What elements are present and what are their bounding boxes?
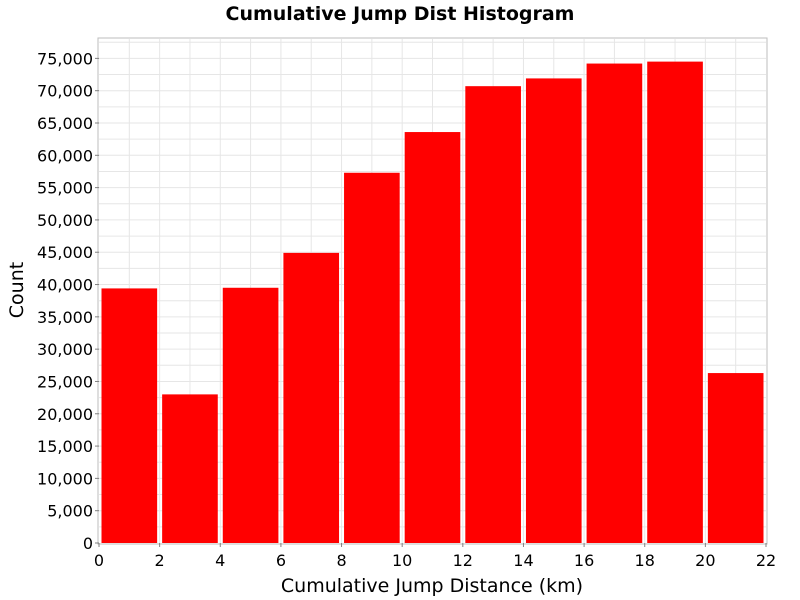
y-tick-label: 65,000: [37, 114, 93, 133]
y-tick-label: 40,000: [37, 276, 93, 295]
x-tick-label: 6: [276, 551, 286, 570]
y-tick-label: 60,000: [37, 146, 93, 165]
histogram-bar: [586, 63, 643, 544]
y-axis-ticks: 0 5,000 10,000 15,000 20,000 25,000 30,000 35,0…: [37, 49, 99, 553]
histogram-bar: [344, 172, 400, 543]
x-tick-label: 12: [453, 551, 473, 570]
y-tick-label: 45,000: [37, 243, 93, 262]
histogram-bar: [465, 86, 521, 544]
x-tick-label: 22: [756, 551, 776, 570]
histogram-bar: [222, 287, 279, 543]
histogram-bar: [162, 394, 218, 543]
y-tick-label: 35,000: [37, 308, 93, 327]
x-tick-label: 4: [215, 551, 225, 570]
x-tick-label: 16: [574, 551, 594, 570]
y-tick-label: 75,000: [37, 49, 93, 68]
x-tick-label: 2: [155, 551, 165, 570]
y-axis-label: Count: [6, 262, 28, 318]
y-tick-label: 30,000: [37, 340, 93, 359]
bars: [101, 61, 764, 544]
y-tick-label: 10,000: [37, 469, 93, 488]
x-tick-label: 18: [635, 551, 655, 570]
x-axis-ticks: 0 2 4 6 8 10 12 14 16 18 20 22: [94, 543, 776, 570]
y-tick-label: 55,000: [37, 179, 93, 198]
x-tick-label: 8: [336, 551, 346, 570]
x-tick-label: 20: [695, 551, 715, 570]
x-tick-label: 10: [392, 551, 412, 570]
y-tick-label: 20,000: [37, 405, 93, 424]
y-tick-label: 25,000: [37, 372, 93, 391]
y-tick-label: 5,000: [47, 502, 93, 521]
chart-title: Cumulative Jump Dist Histogram: [226, 3, 575, 25]
x-tick-label: 14: [513, 551, 533, 570]
x-axis-label: Cumulative Jump Distance (km): [281, 575, 583, 597]
y-tick-label: 15,000: [37, 437, 93, 456]
histogram-bar: [525, 78, 582, 544]
y-tick-label: 70,000: [37, 82, 93, 101]
histogram-bar: [707, 373, 764, 543]
histogram-bar: [404, 132, 461, 544]
y-tick-label: 0: [83, 534, 93, 553]
y-tick-label: 50,000: [37, 211, 93, 230]
histogram-bar: [647, 61, 703, 543]
x-tick-label: 0: [94, 551, 104, 570]
histogram-bar: [283, 252, 340, 543]
histogram-bar: [101, 288, 158, 543]
